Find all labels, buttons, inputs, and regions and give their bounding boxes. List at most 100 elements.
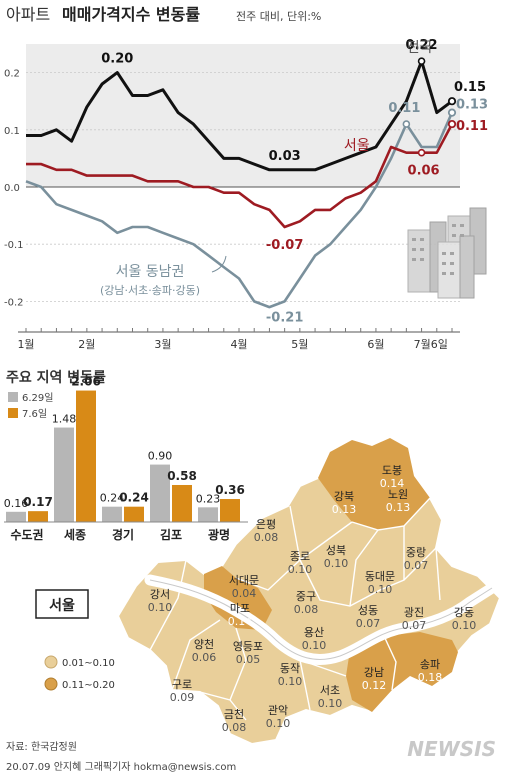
district-value: 0.04 bbox=[232, 587, 257, 600]
y-ticks: 0.2 0.1 0.0 -0.1 -0.2 bbox=[4, 69, 24, 309]
newsis-logo: NEWSIS bbox=[407, 737, 496, 761]
series-marker bbox=[417, 57, 426, 65]
apartment-illustration-icon bbox=[407, 207, 487, 299]
district-value: 0.08 bbox=[294, 603, 319, 616]
bar-category-label: 경기 bbox=[112, 527, 134, 542]
data-label: 0.11 bbox=[388, 101, 420, 116]
district-value: 0.10 bbox=[266, 717, 291, 730]
bar-value-label: 0.90 bbox=[148, 450, 173, 463]
district-name: 강서 bbox=[150, 588, 170, 601]
district-value: 0.10 bbox=[288, 563, 313, 576]
leader-line bbox=[211, 255, 227, 273]
series-line-2 bbox=[25, 112, 454, 309]
seoul-map: 도봉0.14노원0.13강북0.13은평0.08성북0.10종로0.10중랑0.… bbox=[35, 436, 502, 746]
bar-value-label: 0.16 bbox=[4, 497, 29, 510]
district-name: 영등포 bbox=[233, 640, 263, 653]
district-name: 성북 bbox=[326, 544, 346, 557]
district-name: 금천 bbox=[224, 707, 244, 721]
district-name: 은평 bbox=[256, 518, 276, 531]
district-value: 0.14 bbox=[380, 477, 405, 490]
x-tick-label: 6월 bbox=[367, 338, 384, 351]
legend-range-low: 0.01~0.10 bbox=[62, 658, 115, 669]
region-north-high bbox=[318, 438, 430, 530]
district-name: 중구 bbox=[296, 590, 316, 603]
district-name: 종로 bbox=[290, 550, 310, 563]
bar-chart-title: 주요 지역 변동률 bbox=[6, 369, 106, 386]
district-value: 0.12 bbox=[362, 679, 387, 692]
header-note: 전주 대비, 단위:% bbox=[236, 10, 321, 23]
header-title: 매매가격지수 변동률 bbox=[62, 5, 200, 24]
bar bbox=[28, 511, 48, 522]
data-label: 0.06 bbox=[408, 164, 440, 179]
district-name: 강남 bbox=[364, 666, 384, 679]
district-value: 0.14 bbox=[228, 615, 253, 628]
legend-swatch-curr bbox=[8, 408, 18, 418]
region-gangnam-high bbox=[346, 632, 458, 712]
bar-value-label: 0.24 bbox=[119, 491, 149, 505]
series-name-southeast: 서울 동남권 bbox=[116, 264, 185, 280]
data-label: 0.03 bbox=[269, 149, 301, 164]
district-value: 0.10 bbox=[278, 675, 303, 688]
district-name: 강북 bbox=[334, 490, 354, 503]
data-label: 0.11 bbox=[456, 119, 488, 134]
district-borders bbox=[149, 497, 441, 721]
data-labels: 0.20 0.03 0.22 0.15 -0.07 0.06 0.11 -0.21 0.11 0.… bbox=[100, 38, 488, 325]
x-tick-label: 5월 bbox=[291, 338, 308, 351]
district-value: 0.10 bbox=[148, 601, 173, 614]
district-name: 광진 bbox=[404, 606, 424, 619]
x-tick-label: 7월6일 bbox=[414, 337, 448, 351]
district-value: 0.06 bbox=[192, 651, 217, 664]
district-name: 마포 bbox=[230, 602, 250, 615]
series-name-national: 전국 bbox=[407, 40, 433, 56]
bar-value-label: 1.48 bbox=[52, 413, 77, 426]
bar-value-label: 0.17 bbox=[23, 495, 53, 509]
district-name: 강동 bbox=[454, 606, 474, 619]
series-line-0 bbox=[26, 59, 453, 172]
bar bbox=[172, 484, 192, 522]
series-line-1 bbox=[26, 123, 454, 229]
bar bbox=[220, 499, 240, 522]
legend-label-prev: 6.29일 bbox=[22, 392, 53, 404]
district-value: 0.18 bbox=[418, 671, 443, 684]
data-label: -0.21 bbox=[266, 310, 303, 325]
map-title-box bbox=[35, 589, 89, 619]
bar-value-label: 0.58 bbox=[167, 469, 197, 483]
bar bbox=[150, 464, 170, 522]
grid bbox=[26, 72, 460, 302]
bar bbox=[76, 390, 96, 522]
footer-source: 자료: 한국감정원 bbox=[6, 741, 77, 753]
district-value: 0.10 bbox=[318, 697, 343, 710]
header-prefix: 아파트 bbox=[6, 5, 50, 24]
series-name-seoul: 서울 bbox=[344, 138, 370, 154]
district-value: 0.08 bbox=[254, 531, 279, 544]
bar-category-label: 김포 bbox=[160, 527, 182, 542]
han-river-edge bbox=[149, 579, 493, 660]
series-end-marker bbox=[447, 108, 457, 117]
bar-legend: 6.29일 7.6일 bbox=[8, 392, 53, 420]
district-value: 0.07 bbox=[356, 617, 381, 630]
y-tick-label: 0.2 bbox=[4, 69, 20, 80]
district-value: 0.07 bbox=[404, 559, 429, 572]
bar bbox=[102, 506, 122, 522]
series-end-marker bbox=[447, 97, 457, 106]
bar-value-label: 0.23 bbox=[196, 492, 221, 505]
x-tick-label: 1월 bbox=[17, 338, 34, 351]
district-name: 중랑 bbox=[406, 546, 426, 559]
district-name: 도봉 bbox=[382, 464, 402, 477]
bar-value-label: 2.06 bbox=[71, 375, 101, 389]
bar bbox=[198, 507, 218, 522]
bar-value-label: 0.24 bbox=[100, 492, 125, 505]
series-end-marker bbox=[447, 119, 457, 129]
x-tick-label: 4월 bbox=[230, 338, 247, 351]
map-title: 서울 bbox=[49, 597, 75, 614]
series-subname-southeast: (강남·서초·송파·강동) bbox=[100, 284, 200, 297]
bar bbox=[124, 506, 144, 522]
bar-category-label: 수도권 bbox=[10, 528, 43, 542]
region-mapo-high bbox=[204, 566, 272, 630]
district-value: 0.10 bbox=[302, 639, 327, 652]
data-label: 0.15 bbox=[454, 80, 486, 95]
district-name: 송파 bbox=[420, 658, 440, 671]
district-value: 0.13 bbox=[386, 501, 411, 514]
legend-label-curr: 7.6일 bbox=[22, 408, 47, 420]
y-tick-label: -0.2 bbox=[4, 297, 24, 308]
